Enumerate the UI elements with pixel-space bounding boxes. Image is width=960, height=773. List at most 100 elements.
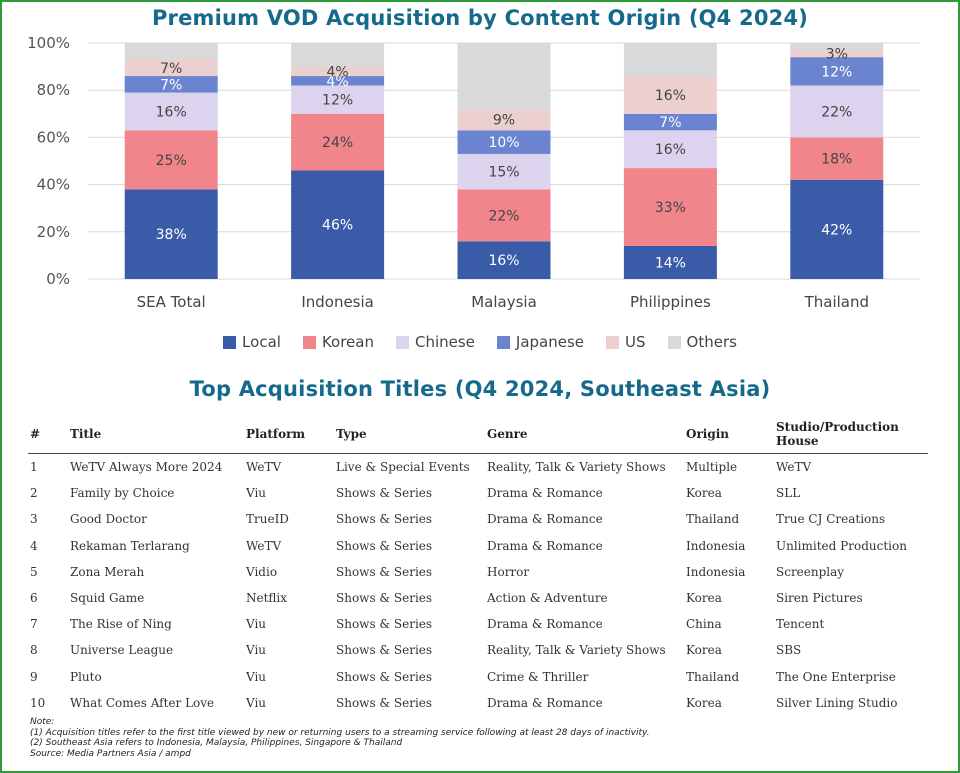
- table-row: 8 Universe League Viu Shows & Series Reality…: [28, 637, 928, 663]
- legend-label: Japanese: [515, 333, 585, 351]
- cell-genre: Horror: [487, 564, 530, 579]
- data-label: 33%: [655, 200, 686, 216]
- table-row: 1 WeTV Always More 2024 WeTV Live & Special…: [28, 454, 928, 481]
- legend-item-korean: Korean: [302, 333, 374, 351]
- bar-segment-us: [124, 59, 218, 77]
- legend-label: Local: [242, 333, 281, 351]
- cell-studio: Screenplay: [776, 564, 845, 579]
- x-tick-label: Malaysia: [471, 293, 537, 311]
- cell-genre: Action & Adventure: [487, 591, 608, 606]
- cell-rank: 10: [30, 695, 46, 710]
- table-row: 10 What Comes After Love Viu Shows & Series…: [28, 690, 928, 716]
- cell-rank: 7: [30, 617, 38, 632]
- data-label: 18%: [821, 152, 852, 168]
- note-source: Source: Media Partners Asia / ampd: [30, 748, 191, 759]
- cell-genre: Reality, Talk & Variety Shows: [487, 460, 666, 475]
- bar-segment-chinese: [291, 85, 385, 114]
- cell-title: What Comes After Love: [70, 695, 215, 710]
- cell-rank: 5: [30, 564, 38, 579]
- cell-rank: 6: [30, 591, 38, 606]
- bar-segment-korean: [124, 130, 218, 190]
- legend-item-local: Local: [223, 333, 281, 351]
- cell-rank: 1: [30, 460, 38, 475]
- cell-origin: Indonesia: [686, 564, 746, 579]
- y-axis-ticks: 0% 20% 40% 60% 80% 100%: [27, 34, 70, 288]
- cell-origin: Indonesia: [686, 538, 746, 553]
- table-row: 6 Squid Game Netflix Shows & Series Action &…: [28, 585, 928, 611]
- cell-type: Shows & Series: [336, 486, 433, 501]
- cell-title: WeTV Always More 2024: [70, 460, 223, 475]
- data-label: 4%: [326, 64, 348, 80]
- cell-platform: Vidio: [246, 564, 278, 579]
- cell-studio: Unlimited Production: [776, 538, 907, 553]
- data-label: 7%: [659, 115, 681, 131]
- cell-platform: TrueID: [246, 512, 289, 527]
- cell-studio: Silver Lining Studio: [776, 695, 898, 710]
- bar-segment-others: [291, 43, 385, 67]
- bar-segment-local: [124, 189, 218, 279]
- bar-segment-korean: [457, 189, 551, 242]
- bar-segment-japanese: [790, 57, 884, 86]
- legend-item-others: Others: [667, 333, 737, 351]
- cell-genre: Reality, Talk & Variety Shows: [487, 643, 666, 658]
- table-row: 2 Family by Choice Viu Shows & Series Drama …: [28, 480, 928, 506]
- data-labels: 38%25%16%7%7%46%24%12%4%4%16%22%15%10%9%…: [156, 47, 853, 272]
- table-row: 3 Good Doctor TrueID Shows & Series Drama & …: [28, 506, 928, 532]
- table-title: Top Acquisition Titles (Q4 2024, Southea…: [189, 377, 771, 401]
- cell-genre: Drama & Romance: [487, 512, 603, 527]
- header-title: Title: [68, 416, 244, 454]
- cell-rank: 8: [30, 643, 38, 658]
- cell-genre: Crime & Thriller: [487, 669, 589, 684]
- data-label: 16%: [488, 253, 519, 269]
- data-label: 10%: [488, 135, 519, 151]
- cell-title: Zona Merah: [70, 564, 145, 579]
- cell-platform: WeTV: [246, 460, 282, 475]
- y-tick-label: 80%: [37, 81, 70, 99]
- y-tick-label: 20%: [37, 223, 70, 241]
- cell-title: Squid Game: [70, 591, 145, 606]
- cell-origin: Korea: [686, 591, 722, 606]
- cell-title: Pluto: [70, 669, 102, 684]
- bars: [124, 43, 884, 279]
- cell-origin: Korea: [686, 643, 722, 658]
- cell-genre: Drama & Romance: [487, 617, 603, 632]
- legend-label: US: [625, 333, 646, 351]
- bar-segment-korean: [623, 168, 717, 246]
- legend-swatch: [302, 335, 316, 349]
- bar-segment-korean: [790, 137, 884, 180]
- cell-title: The Rise of Ning: [70, 617, 172, 632]
- cell-title: Family by Choice: [70, 486, 175, 501]
- y-tick-label: 60%: [37, 128, 70, 146]
- legend-swatch: [667, 335, 681, 349]
- cell-origin: Thailand: [686, 512, 740, 527]
- cell-platform: Viu: [246, 695, 267, 710]
- cell-genre: Drama & Romance: [487, 695, 603, 710]
- cell-genre: Drama & Romance: [487, 538, 603, 553]
- data-label: 3%: [826, 47, 848, 63]
- bar-segment-us: [291, 66, 385, 77]
- acquisition-titles-table: # Title Platform Type Genre Origin Studi…: [28, 416, 928, 716]
- data-label: 9%: [493, 113, 515, 129]
- table-row: 7 The Rise of Ning Viu Shows & Series Drama …: [28, 611, 928, 637]
- bar-segment-chinese: [457, 153, 551, 190]
- cell-type: Shows & Series: [336, 512, 433, 527]
- bar-segment-local: [790, 179, 884, 279]
- bar-segment-japanese: [291, 76, 385, 86]
- legend-item-japanese: Japanese: [496, 333, 585, 351]
- cell-type: Shows & Series: [336, 669, 433, 684]
- data-label: 16%: [156, 104, 187, 120]
- note-line-2: (2) Southeast Asia refers to Indonesia, …: [30, 738, 403, 748]
- cell-platform: Viu: [246, 669, 267, 684]
- bar-segment-us: [457, 109, 551, 131]
- chart-legend: Local Korean Chinese Japanese US Others: [0, 333, 960, 351]
- cell-title: Universe League: [70, 643, 174, 658]
- note-line-1: (1) Acquisition titles refer to the firs…: [30, 727, 650, 738]
- cell-studio: WeTV: [776, 460, 812, 475]
- legend-item-chinese: Chinese: [395, 333, 475, 351]
- data-label: 4%: [326, 74, 348, 90]
- stacked-bar-chart: 0%20%40%60%80%100% 38%25%16%7%7%46%24%12…: [27, 34, 920, 311]
- y-tick-label: 100%: [27, 34, 70, 52]
- bar-segment-others: [457, 43, 551, 110]
- data-label: 7%: [160, 61, 182, 77]
- bar-segment-us: [623, 76, 717, 114]
